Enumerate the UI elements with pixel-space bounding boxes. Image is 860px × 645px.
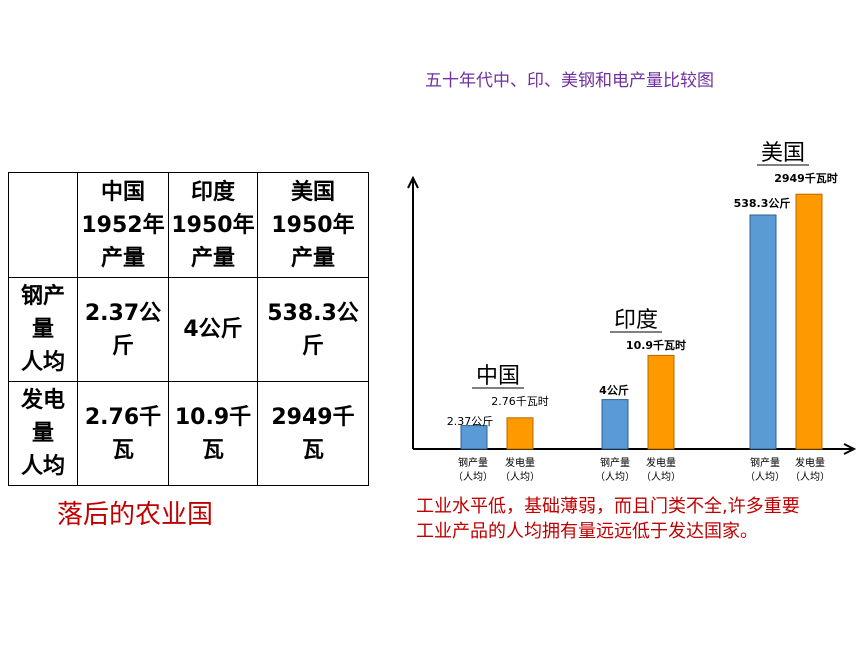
- header-china: 中国 1952年 产量: [77, 172, 169, 278]
- tick-label-steel-sub: （人均）: [453, 471, 493, 483]
- cell-power-india: 10.9千 瓦: [168, 381, 258, 486]
- cell-steel-india: 4公斤: [168, 277, 258, 382]
- cell-steel-china: 2.37公 斤: [77, 277, 169, 382]
- header-usa: 美国 1950年 产量: [257, 172, 369, 278]
- data-label-steel: 4公斤: [599, 383, 629, 397]
- bar-steel: [601, 399, 629, 450]
- left-note: 落后的农业国: [57, 500, 214, 530]
- y-axis-arrow: [407, 175, 419, 189]
- tick-label-power-sub: （人均）: [790, 471, 830, 483]
- table-header-row: 中国 1952年 产量 印度 1950年 产量 美国 1950年 产量: [8, 172, 369, 278]
- right-note: 工业水平低，基础薄弱，而且门类不全,许多重要工业产品的人均拥有量远远低于发达国家…: [416, 496, 800, 542]
- tick-label-power-sub: （人均）: [641, 471, 681, 483]
- table-row-steel: 钢产 量 人均 2.37公 斤 4公斤 538.3公 斤: [8, 277, 369, 382]
- row-label-power: 发电 量 人均: [8, 381, 78, 486]
- category-label: 印度: [614, 308, 658, 333]
- bar-power: [506, 417, 534, 450]
- x-axis-arrow: [843, 443, 857, 455]
- tick-label-steel-sub: （人均）: [595, 471, 635, 483]
- data-label-power: 2.76千瓦时: [491, 395, 549, 408]
- tick-label-power: 发电量: [505, 456, 535, 469]
- tick-label-power: 发电量: [646, 456, 676, 469]
- bar-steel: [749, 214, 777, 450]
- data-label-power: 10.9千瓦时: [626, 338, 686, 352]
- header-india: 印度 1950年 产量: [168, 172, 258, 278]
- tick-label-power-sub: （人均）: [500, 471, 540, 483]
- cell-steel-usa: 538.3公 斤: [257, 277, 369, 382]
- cell-power-usa: 2949千 瓦: [257, 381, 369, 486]
- table-row-power: 发电 量 人均 2.76千 瓦 10.9千 瓦 2949千 瓦: [8, 381, 369, 486]
- bar-power: [795, 193, 823, 450]
- category-label: 美国: [761, 141, 805, 166]
- cell-power-china: 2.76千 瓦: [77, 381, 169, 486]
- category-label: 中国: [476, 364, 520, 389]
- bar-power: [647, 354, 675, 450]
- tick-label-steel: 钢产量: [458, 456, 488, 469]
- comparison-table: 中国 1952年 产量 印度 1950年 产量 美国 1950年 产量 钢产 量…: [8, 172, 369, 486]
- data-label-power: 2949千瓦时: [774, 171, 838, 185]
- table-corner-cell: [8, 172, 78, 278]
- tick-label-power: 发电量: [795, 456, 825, 469]
- bar-steel: [460, 425, 488, 450]
- tick-label-steel: 钢产量: [600, 456, 630, 469]
- data-label-steel: 2.37公斤: [447, 415, 494, 428]
- chart-title: 五十年代中、印、美钢和电产量比较图: [425, 71, 714, 91]
- tick-label-steel-sub: （人均）: [745, 471, 785, 483]
- tick-label-steel: 钢产量: [750, 456, 780, 469]
- data-label-steel: 538.3公斤: [734, 196, 791, 210]
